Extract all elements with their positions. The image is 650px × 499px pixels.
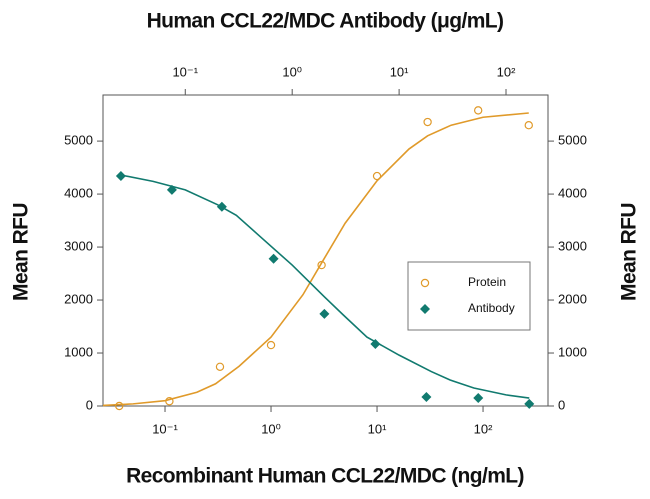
legend-label: Protein: [468, 275, 506, 289]
data-point: [372, 171, 382, 181]
data-point: [524, 120, 533, 130]
data-point: [319, 308, 330, 319]
y-tick-label: 3000: [64, 238, 93, 253]
legend-label: Antibody: [468, 301, 515, 315]
data-point: [216, 201, 227, 212]
data-point: [165, 397, 174, 406]
fit-curve: [102, 112, 529, 407]
left-axis-title: Mean RFU: [10, 203, 33, 301]
y-tick-label: 2000: [64, 291, 93, 306]
y-tick-label: 5000: [64, 133, 93, 148]
data-point: [423, 117, 432, 127]
data-point: [524, 398, 535, 409]
y-tick-label: 1000: [64, 344, 93, 359]
data-point: [115, 171, 126, 182]
y2-tick-label: 3000: [558, 238, 587, 253]
y2-tick-label: 0: [558, 397, 565, 412]
data-point: [421, 391, 432, 402]
y2-tick-label: 5000: [558, 133, 587, 148]
y2-tick-label: 2000: [558, 291, 587, 306]
data-point: [268, 253, 279, 264]
data-point: [317, 260, 326, 270]
x2-tick-label: 10⁰: [282, 64, 302, 79]
y2-tick-label: 4000: [558, 186, 587, 201]
legend-box: [407, 261, 531, 331]
fit-curve: [120, 174, 530, 399]
x-tick-label: 10²: [474, 421, 493, 436]
plot-frame: [102, 94, 549, 407]
data-point: [215, 362, 225, 371]
data-point: [370, 339, 381, 350]
x-tick-label: 10¹: [368, 421, 387, 436]
data-point: [266, 340, 276, 350]
data-point: [473, 393, 484, 404]
y-tick-label: 0: [86, 397, 93, 412]
x-tick-label: 10⁻¹: [152, 421, 178, 436]
data-point: [166, 184, 177, 195]
data-point: [473, 106, 483, 115]
legend-marker: [420, 278, 430, 288]
top-axis-title: Human CCL22/MDC Antibody (μg/mL): [147, 10, 504, 33]
data-point: [115, 401, 124, 411]
right-axis-title: Mean RFU: [618, 203, 641, 301]
y2-tick-label: 1000: [558, 344, 587, 359]
bottom-axis-title: Recombinant Human CCL22/MDC (ng/mL): [126, 465, 524, 488]
x2-tick-label: 10⁻¹: [172, 64, 198, 79]
x2-tick-label: 10²: [497, 64, 516, 79]
legend-marker: [420, 304, 430, 314]
x2-tick-label: 10¹: [390, 64, 409, 79]
x-tick-label: 10⁰: [261, 421, 281, 436]
y-tick-label: 4000: [64, 186, 93, 201]
